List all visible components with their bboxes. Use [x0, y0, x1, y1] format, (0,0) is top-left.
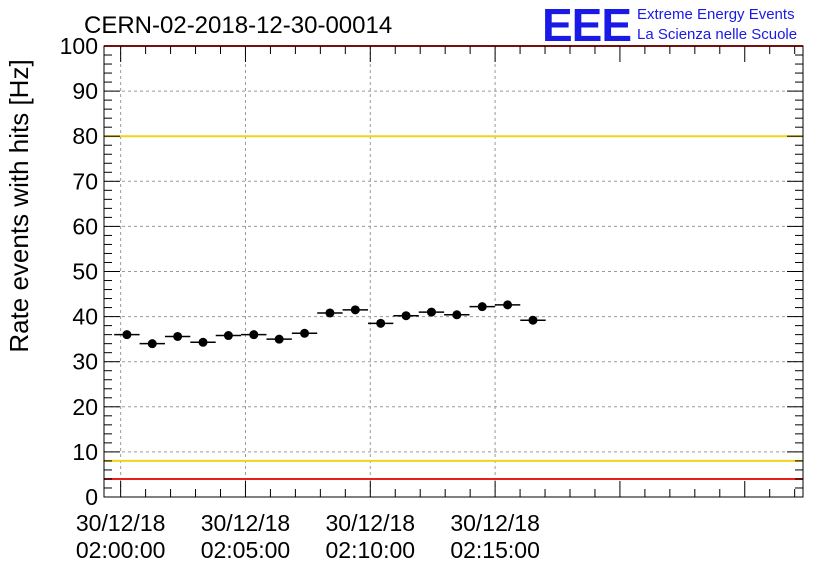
grid	[104, 46, 803, 497]
data-point	[223, 331, 233, 341]
data-point	[350, 305, 360, 315]
y-axis-label: Rate events with hits [Hz]	[4, 59, 34, 352]
axis-ticks	[104, 45, 803, 498]
data-point	[426, 307, 436, 317]
y-tick-label: 40	[72, 304, 98, 330]
tick-labels: 010203040506070809010030/12/1802:00:0030…	[60, 33, 540, 563]
y-tick-label: 80	[72, 123, 98, 149]
y-tick-label: 100	[60, 33, 98, 59]
y-tick-label: 90	[72, 78, 98, 104]
x-tick-time: 02:10:00	[326, 537, 416, 563]
y-tick-label: 60	[72, 213, 98, 239]
eee-logo: EEE Extreme Energy Events La Scienza nel…	[542, 0, 797, 51]
data-point	[173, 331, 183, 341]
data-point	[503, 300, 513, 310]
chart-title: CERN-02-2018-12-30-00014	[84, 12, 392, 39]
eee-logo-mark: EEE	[542, 0, 631, 51]
x-tick-date: 30/12/18	[201, 510, 291, 536]
data-points	[114, 300, 546, 349]
y-tick-label: 10	[72, 439, 98, 465]
eee-logo-line2: La Scienza nelle Scuole	[637, 26, 797, 43]
data-point	[300, 328, 310, 338]
data-point	[325, 308, 335, 318]
x-tick-date: 30/12/18	[76, 510, 166, 536]
data-point	[198, 337, 208, 347]
data-point	[249, 330, 259, 340]
data-point	[147, 339, 157, 349]
eee-logo-line1: Extreme Energy Events	[637, 6, 795, 23]
y-tick-label: 0	[85, 484, 98, 510]
y-tick-label: 30	[72, 349, 98, 375]
data-point	[376, 318, 386, 328]
x-tick-time: 02:05:00	[201, 537, 291, 563]
data-point	[528, 315, 538, 325]
data-point	[401, 311, 411, 321]
data-point	[122, 330, 132, 340]
x-tick-date: 30/12/18	[326, 510, 416, 536]
y-tick-label: 50	[72, 259, 98, 285]
data-point	[452, 310, 462, 320]
y-tick-label: 70	[72, 168, 98, 194]
x-tick-date: 30/12/18	[450, 510, 540, 536]
reference-lines	[104, 45, 803, 480]
y-tick-label: 20	[72, 394, 98, 420]
data-point	[274, 334, 284, 344]
x-tick-time: 02:15:00	[450, 537, 540, 563]
x-tick-time: 02:00:00	[76, 537, 166, 563]
data-point	[477, 302, 487, 312]
